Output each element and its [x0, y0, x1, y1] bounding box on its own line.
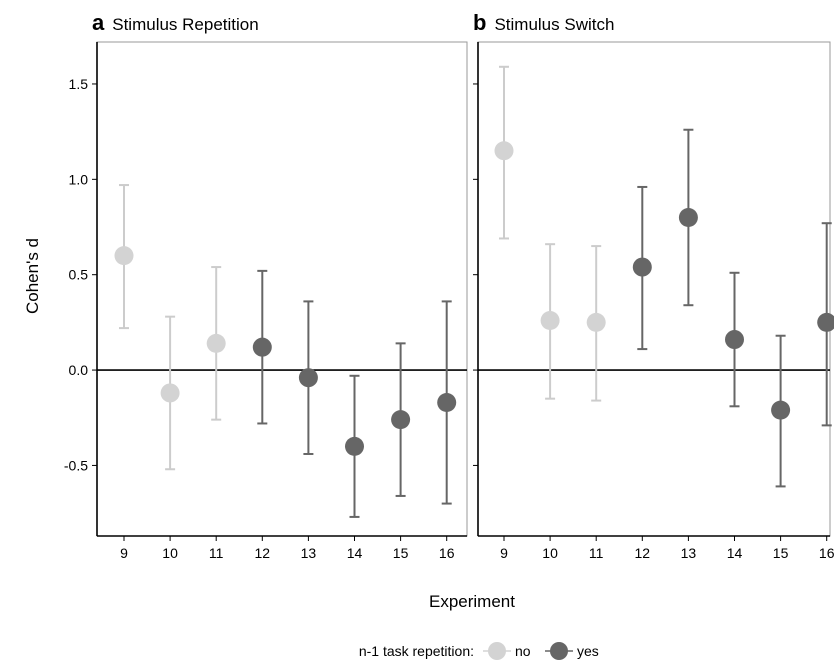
y-tick-label: 0.0: [69, 362, 89, 378]
panel-border: [477, 41, 831, 537]
legend: n-1 task repetition: no yes: [359, 642, 599, 660]
data-point-group: [725, 271, 744, 408]
legend-label: yes: [577, 643, 599, 659]
data-point: [114, 246, 134, 266]
data-point: [206, 333, 226, 353]
data-point: [540, 310, 560, 330]
data-point-group: [678, 128, 698, 307]
data-point: [345, 436, 364, 456]
data-point: [160, 383, 180, 403]
data-point-group: [632, 185, 652, 351]
data-point-group: [494, 65, 514, 240]
data-point: [817, 312, 834, 332]
legend-items: no yes: [483, 642, 599, 660]
data-point: [586, 312, 606, 332]
data-point-group: [437, 300, 457, 505]
x-tick-label: 13: [301, 545, 317, 561]
data-point: [252, 337, 272, 357]
x-tick-label: 14: [727, 545, 743, 561]
data-point: [298, 368, 318, 388]
data-point: [632, 257, 652, 277]
data-point-group: [586, 245, 606, 402]
x-tick-label: 9: [120, 545, 128, 561]
data-point: [771, 400, 791, 420]
data-point: [725, 330, 744, 350]
data-point: [391, 410, 411, 430]
x-tick-label: 14: [347, 545, 363, 561]
data-point: [678, 207, 698, 227]
panel-title: b Stimulus Switch: [473, 10, 614, 35]
legend-title: n-1 task repetition:: [359, 643, 474, 659]
legend-item-yes: yes: [545, 642, 599, 660]
panel-title: a Stimulus Repetition: [92, 10, 259, 35]
x-tick-label: 12: [255, 545, 271, 561]
panels: a Stimulus Repetition 1.5 1.0 0.5 0.0 -0.5 9 10 1…: [64, 10, 834, 561]
data-point-group: [206, 266, 226, 421]
data-point-group: [298, 300, 318, 455]
data-point: [437, 392, 457, 412]
panel-letter: a: [92, 10, 105, 35]
x-tick-label: 11: [209, 545, 224, 561]
data-point-group: [391, 342, 411, 497]
panel-title-text: Stimulus Switch: [494, 15, 614, 34]
x-tick-label: 10: [542, 545, 558, 561]
x-tick-label: 15: [773, 545, 789, 561]
y-tick-label: 1.5: [69, 76, 89, 92]
data-point: [494, 141, 514, 161]
x-tick-label: 11: [589, 545, 604, 561]
legend-item-no: no: [483, 642, 531, 660]
data-point-group: [771, 334, 791, 488]
data-point-group: [345, 374, 364, 518]
legend-key-dot: [550, 642, 568, 660]
x-tick-label: 12: [635, 545, 651, 561]
panel-b: b Stimulus Switch 9 10 11 12 13 14 15 16: [473, 10, 834, 561]
legend-key-dot: [488, 642, 506, 660]
data-point-group: [114, 184, 134, 330]
x-tick-label: 13: [681, 545, 697, 561]
x-tick-label: 15: [393, 545, 409, 561]
data-point-group: [540, 243, 560, 400]
x-tick-label: 10: [162, 545, 178, 561]
panel-border: [96, 41, 468, 537]
x-tick-label: 16: [819, 545, 834, 561]
panel-title-text: Stimulus Repetition: [112, 15, 258, 34]
x-tick-label: 9: [500, 545, 508, 561]
data-point-group: [160, 315, 180, 471]
panel-letter: b: [473, 10, 486, 35]
x-axis-title: Experiment: [429, 592, 515, 611]
y-tick-label: 0.5: [69, 267, 89, 283]
data-point-group: [252, 269, 272, 425]
data-point-group: [817, 222, 834, 427]
y-axis-title: Cohen's d: [23, 238, 42, 314]
legend-label: no: [515, 643, 531, 659]
x-tick-label: 16: [439, 545, 455, 561]
y-tick-label: 1.0: [69, 171, 89, 187]
panel-a: a Stimulus Repetition 1.5 1.0 0.5 0.0 -0.5 9 10 1…: [64, 10, 468, 561]
y-tick-label: -0.5: [64, 457, 88, 473]
